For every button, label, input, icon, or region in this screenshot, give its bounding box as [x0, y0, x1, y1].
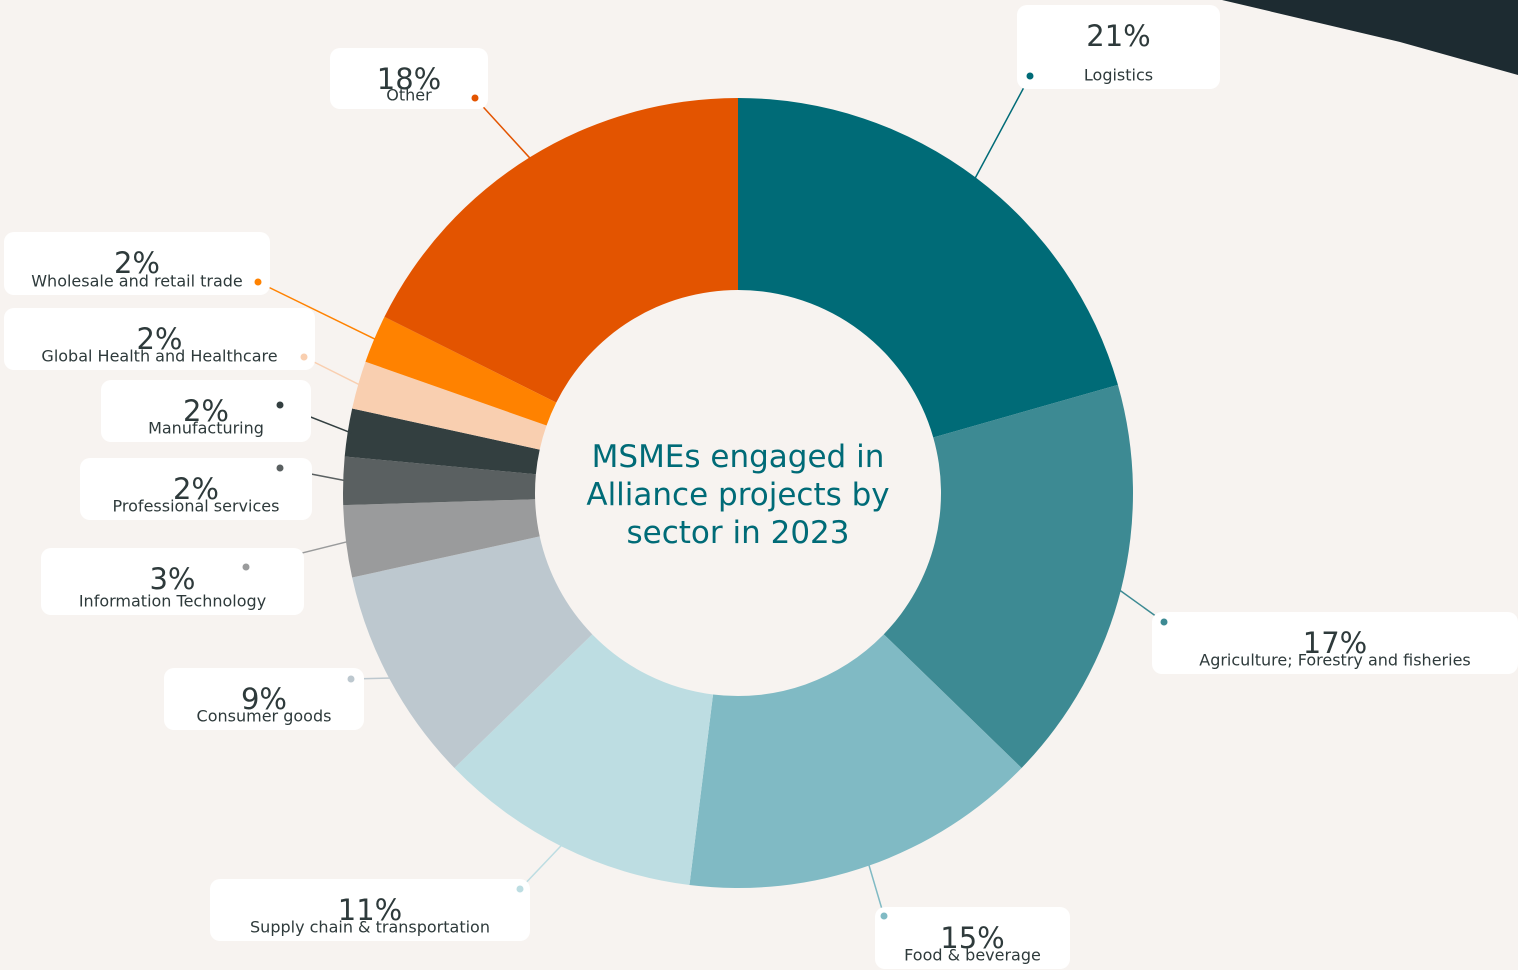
category-label: Other	[386, 86, 432, 105]
category-label: Logistics	[1084, 66, 1153, 85]
leader-line	[475, 98, 532, 161]
slice	[738, 98, 1118, 437]
leader-dot	[1161, 619, 1168, 626]
background-image	[1222, 0, 1518, 75]
leader-dot	[301, 354, 308, 361]
leader-line	[974, 76, 1030, 181]
leader-dot	[881, 913, 888, 920]
leader-dot	[277, 465, 284, 472]
category-label: Professional services	[113, 497, 280, 516]
category-label: Manufacturing	[148, 419, 264, 438]
leader-dot	[472, 95, 479, 102]
page: 21%Logistics17%Agriculture; Forestry and…	[0, 0, 1518, 970]
category-label: Supply chain & transportation	[250, 918, 490, 937]
category-label: Food & beverage	[904, 946, 1041, 965]
leader-dot	[277, 402, 284, 409]
leader-dot	[517, 886, 524, 893]
category-label: Wholesale and retail trade	[31, 272, 243, 291]
category-label: Consumer goods	[197, 707, 332, 726]
chart-title: MSMEs engaged in Alliance projects by se…	[573, 438, 903, 552]
value-label: 21%	[1086, 19, 1150, 53]
category-label: Agriculture; Forestry and fisheries	[1199, 651, 1471, 670]
category-label: Global Health and Healthcare	[41, 347, 277, 366]
category-label: Information Technology	[79, 592, 266, 611]
leader-dot	[1027, 73, 1034, 80]
leader-dot	[348, 676, 355, 683]
leader-dot	[243, 564, 250, 571]
leader-dot	[255, 279, 262, 286]
